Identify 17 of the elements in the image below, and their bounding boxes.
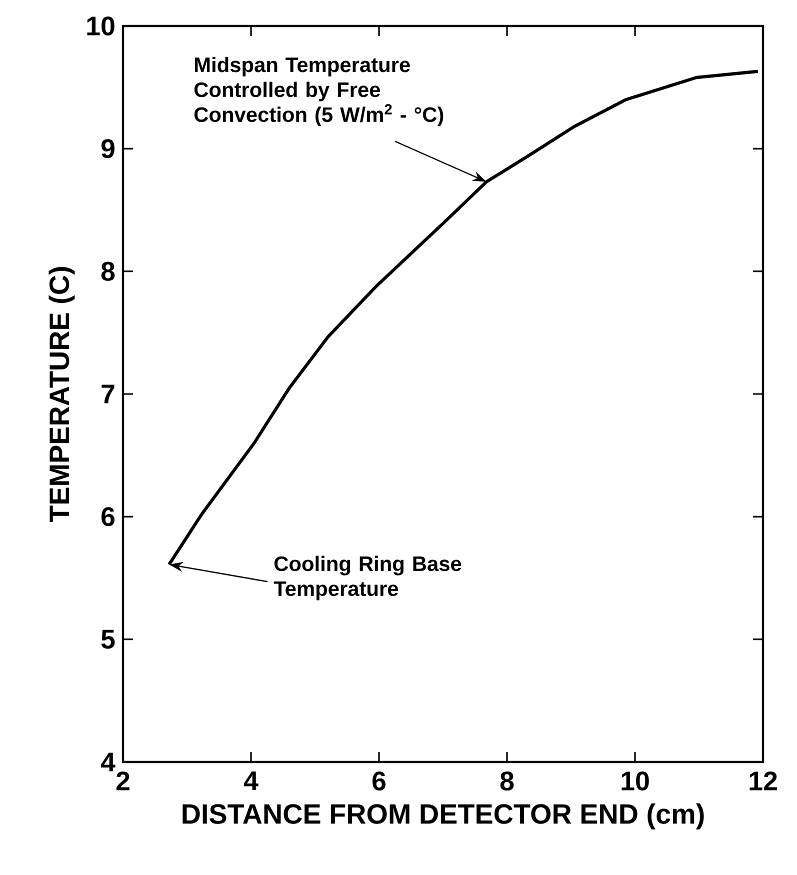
y-tick-label: 10	[87, 16, 114, 36]
annotation: Midspan Temperature Controlled by Free Convection (5 W/m$^{2}$ - °C)	[194, 56, 444, 126]
x-tick-label: 12	[750, 772, 777, 790]
y-tick-label: 9	[101, 139, 114, 158]
annotation: Cooling Ring Base Temperature	[274, 556, 462, 600]
y-tick-label: 8	[101, 262, 115, 281]
x-axis-title: DISTANCE FROM DETECTOR END (cm)	[182, 803, 704, 830]
x-tick-label: 8	[500, 772, 514, 791]
x-tick-label: 10	[622, 772, 649, 791]
y-tick-label: 7	[102, 384, 114, 404]
x-tick-label: 6	[372, 772, 386, 791]
x-tick-label: 4	[244, 772, 258, 790]
x-tick-label: 2	[116, 772, 130, 790]
y-tick-label: 6	[102, 507, 115, 526]
y-tick-label: 5	[101, 630, 115, 649]
y-axis-title: TEMPERATURE (C)	[48, 267, 75, 522]
y-tick-label: 4	[100, 752, 116, 772]
